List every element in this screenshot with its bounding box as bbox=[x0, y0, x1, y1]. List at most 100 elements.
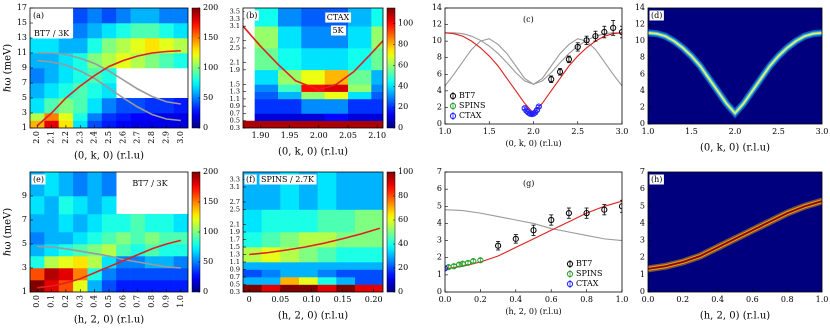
heat-cell bbox=[44, 83, 60, 99]
heat-cell bbox=[324, 69, 349, 85]
y-tick-label: 14 bbox=[432, 3, 442, 12]
error-bar bbox=[549, 214, 554, 226]
heat-cell bbox=[173, 214, 188, 233]
heat-cell bbox=[159, 214, 174, 233]
heat-cell bbox=[301, 98, 325, 114]
heat-cell bbox=[58, 120, 74, 128]
data-point bbox=[565, 210, 573, 217]
colorbar-tick-label: 80 bbox=[398, 191, 408, 200]
x-tick-label: 0.9 bbox=[161, 295, 170, 308]
label-background bbox=[649, 10, 664, 21]
annotation: SPINS / 2.7K bbox=[261, 175, 315, 184]
colorbar-tick-label: 0 bbox=[398, 287, 403, 296]
heat-cell bbox=[159, 113, 174, 121]
panel-label: (b) bbox=[246, 11, 257, 20]
x-tick-label: 0.6 bbox=[746, 295, 759, 304]
heat-cell bbox=[173, 53, 188, 69]
y-tick-label: 7 bbox=[22, 78, 27, 87]
heat-cell bbox=[159, 280, 174, 292]
y-tick-label: 2 bbox=[640, 253, 645, 262]
heat-cell bbox=[58, 68, 74, 84]
heat-cell bbox=[348, 98, 372, 114]
colorbar-tick-label: 80 bbox=[398, 40, 408, 49]
x-tick-label: 1.0 bbox=[176, 295, 185, 308]
heat-cell bbox=[317, 209, 337, 233]
label-background bbox=[325, 12, 352, 23]
heat-cell bbox=[73, 172, 88, 197]
heat-cell bbox=[243, 277, 262, 285]
heat-cell bbox=[299, 232, 318, 248]
heat-cell bbox=[243, 209, 262, 233]
y-tick-label: 1.5 bbox=[230, 243, 240, 251]
error-bar bbox=[471, 259, 476, 264]
heat-cell bbox=[44, 113, 60, 121]
x-tick-label: 1.0 bbox=[816, 295, 829, 304]
x-tick-label: 3.0 bbox=[616, 127, 629, 136]
heat-cell bbox=[130, 38, 146, 54]
heat-cell bbox=[130, 120, 146, 128]
y-tick-label: 12 bbox=[635, 20, 645, 29]
heat-cell bbox=[101, 244, 117, 257]
x-tick-label: 2.0 bbox=[32, 131, 41, 144]
heat-cell bbox=[278, 113, 302, 122]
y-tick-label: 8 bbox=[640, 53, 645, 62]
heat-cell bbox=[30, 214, 45, 233]
heat-cell bbox=[44, 268, 60, 281]
heat-cell bbox=[87, 8, 103, 24]
heat-cell bbox=[278, 120, 302, 128]
heat-cell bbox=[130, 23, 146, 39]
heat-cell bbox=[73, 120, 88, 128]
heat-cell bbox=[30, 268, 45, 281]
data-point bbox=[574, 43, 581, 51]
x-axis-label: (h, 2, 0) (r.l.u) bbox=[505, 307, 561, 316]
error-bar bbox=[531, 224, 536, 236]
heat-cell bbox=[130, 8, 146, 24]
y-tick-label: 2 bbox=[437, 102, 442, 111]
data-point bbox=[464, 259, 472, 266]
colorbar-tick-label: 50 bbox=[203, 93, 213, 102]
y-tick-label: 3.3 bbox=[230, 15, 240, 23]
heat-cell bbox=[87, 280, 103, 292]
y-tick-label: 3.1 bbox=[230, 183, 240, 191]
y-tick-label: 1.1 bbox=[230, 95, 240, 103]
colorbar-tick-label: 50 bbox=[203, 257, 213, 266]
heat-cell bbox=[116, 280, 131, 292]
heat-cell bbox=[44, 256, 60, 269]
y-tick-label: 17 bbox=[17, 3, 27, 12]
heat-cell bbox=[254, 84, 279, 92]
heat-cell bbox=[261, 284, 281, 292]
y-tick-label: 1.1 bbox=[230, 258, 240, 266]
label-background bbox=[31, 10, 46, 21]
heat-cell bbox=[348, 26, 372, 49]
label-background bbox=[244, 10, 259, 21]
x-axis-label: (0, k, 0) (r.l.u) bbox=[700, 143, 770, 154]
plot-area bbox=[445, 199, 622, 272]
data-point bbox=[456, 261, 463, 268]
x-axis-label: (0, k, 0) (r.l.u) bbox=[278, 147, 348, 158]
heat-cell bbox=[371, 120, 383, 128]
data-point bbox=[535, 103, 542, 110]
y-tick-label: 1.9 bbox=[230, 66, 240, 74]
heat-cell bbox=[280, 269, 300, 278]
colorbar-tick-label: 150 bbox=[203, 197, 218, 206]
x-tick-label: 0.0 bbox=[32, 295, 41, 308]
x-tick-label: 0.15 bbox=[334, 295, 352, 304]
label-background bbox=[32, 28, 72, 39]
heat-cell bbox=[116, 38, 131, 54]
heat-cell bbox=[355, 262, 383, 270]
heat-cell bbox=[44, 196, 60, 215]
x-tick-label: 0.8 bbox=[781, 295, 794, 304]
curve bbox=[37, 52, 181, 105]
x-tick-label: 0.2 bbox=[474, 295, 487, 304]
heat-cell bbox=[101, 120, 117, 128]
label-background bbox=[649, 174, 664, 185]
heat-cell bbox=[254, 113, 279, 122]
colorbar-tick-label: 0 bbox=[203, 123, 208, 132]
heat-cell bbox=[355, 277, 383, 285]
x-axis-label: (h, 2, 0) (r.l.u) bbox=[700, 311, 770, 322]
data-point bbox=[470, 258, 477, 265]
heat-cell bbox=[73, 8, 88, 24]
error-bar bbox=[593, 30, 598, 42]
heat-cell bbox=[336, 232, 356, 248]
colorbar bbox=[386, 7, 396, 129]
